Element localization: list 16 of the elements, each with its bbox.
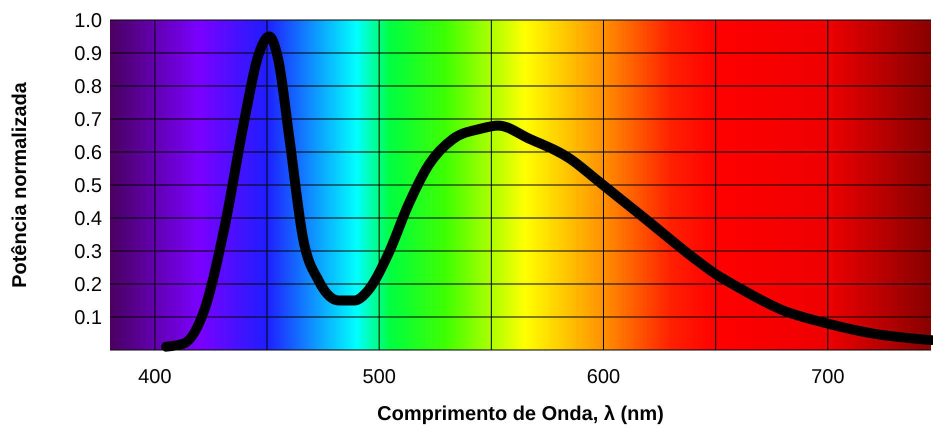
y-tick-label: 0.7: [74, 109, 102, 131]
y-tick-label: 0.2: [74, 274, 102, 296]
y-tick-label: 0.5: [74, 175, 102, 197]
x-tick-label: 500: [362, 366, 396, 388]
x-tick-label: 400: [138, 366, 172, 388]
y-axis-title: Potência normalizada: [9, 81, 31, 288]
y-tick-label: 0.3: [74, 241, 102, 263]
y-tick-label: 0.9: [74, 43, 102, 65]
y-tick-label: 0.1: [74, 307, 102, 329]
x-tick-label: 600: [586, 366, 620, 388]
y-tick-label: 0.8: [74, 76, 102, 98]
y-tick-label: 0.6: [74, 142, 102, 164]
y-tick-label: 1.0: [74, 10, 102, 32]
x-tick-label: 700: [811, 366, 844, 388]
y-tick-label: 0.4: [74, 208, 102, 230]
x-axis-title: Comprimento de Onda, λ (nm): [377, 403, 664, 425]
